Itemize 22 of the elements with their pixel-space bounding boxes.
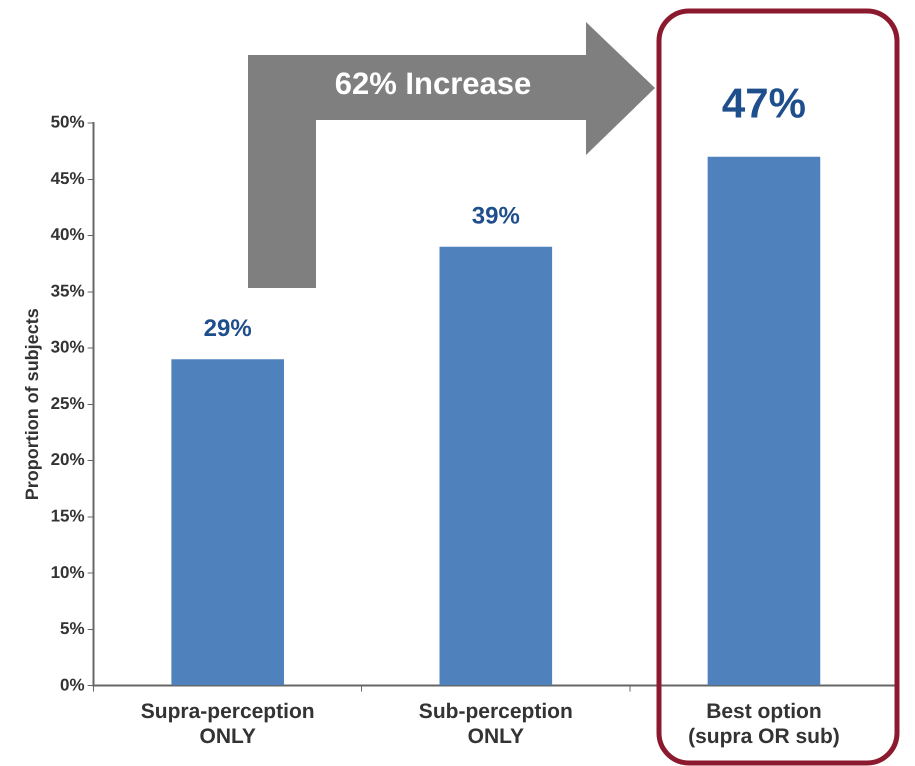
y-tick-label: 25%: [50, 394, 85, 413]
x-tick-label: Sub-perception ONLY: [418, 700, 573, 748]
data-label: 39%: [472, 202, 520, 230]
y-tick-label: 40%: [50, 225, 85, 244]
y-tick-label: 15%: [50, 506, 85, 526]
y-tick-label: 10%: [50, 562, 85, 582]
bar: [171, 359, 284, 686]
x-tick-label: Supra-perception ONLY: [140, 700, 315, 748]
bar: [708, 156, 820, 686]
y-tick-label: 20%: [50, 450, 85, 470]
data-label: 29%: [204, 314, 252, 342]
y-tick-label: 50%: [50, 112, 85, 132]
bar: [440, 246, 552, 686]
data-label: 47%: [722, 79, 806, 126]
y-tick-label: 30%: [50, 338, 85, 357]
y-tick-label: 35%: [50, 281, 85, 300]
text: 62% Increase: [334, 66, 532, 102]
x-tick-label: Best option (supra OR sub): [688, 700, 840, 748]
y-axis-title: Proportion of subjects: [22, 308, 42, 500]
y-tick-label: 45%: [50, 168, 85, 188]
y-tick-label: 5%: [60, 619, 85, 638]
y-tick-label: 0%: [60, 675, 85, 694]
